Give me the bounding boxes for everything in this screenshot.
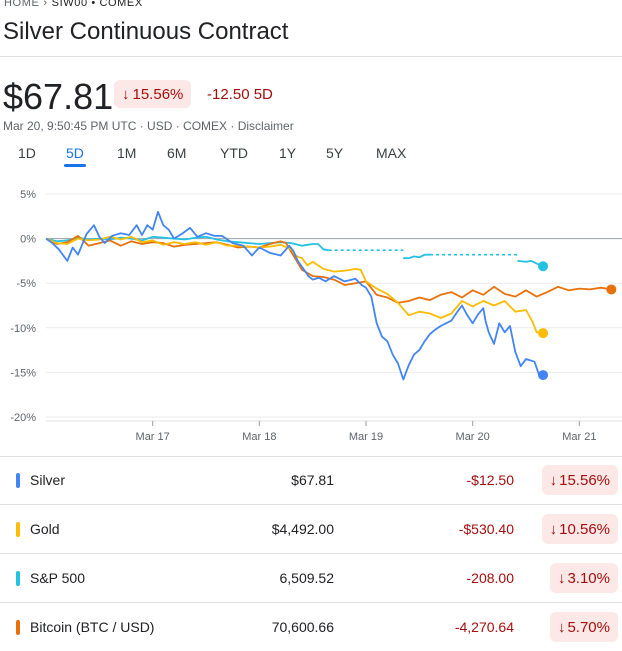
x-tick-label: Mar 18 [242, 431, 276, 443]
legend-change: -208.00 [466, 570, 514, 586]
price-meta: Mar 20, 9:50:45 PM UTC · USD · COMEX · D… [3, 119, 294, 133]
bitcoin-swatch [16, 620, 20, 635]
silver-line [45, 210, 544, 381]
tab-1d[interactable]: 1D [18, 145, 36, 161]
breadcrumb: HOME › SIW00 • COMEX [4, 0, 143, 9]
tab-6m[interactable]: 6M [167, 145, 187, 161]
change-percent-badge: ↓ 15.56% [114, 80, 192, 108]
change-percent: 15.56% [132, 85, 184, 103]
tab-5d[interactable]: 5D [64, 145, 86, 167]
page-title: Silver Continuous Contract [3, 18, 289, 45]
legend-percent-badge: ↓ 5.70% [549, 612, 618, 642]
s-p-500-line-segment [403, 253, 430, 260]
legend-percent-badge: ↓ 3.10% [549, 563, 618, 593]
legend-change: -4,270.64 [454, 619, 514, 635]
y-tick-label: -20% [10, 412, 36, 424]
legend-row-gold[interactable]: Gold $4,492.00 -$530.40 ↓ 10.56% [0, 505, 622, 553]
silver-swatch [16, 473, 20, 488]
arrow-down-icon: ↓ [549, 520, 558, 538]
gold-line [45, 235, 544, 335]
legend-percent: 3.10% [567, 569, 610, 587]
legend-divider [0, 602, 622, 603]
silver-end-point [538, 370, 549, 381]
tab-ytd[interactable]: YTD [220, 145, 248, 161]
header-divider [0, 56, 622, 57]
x-tick-label: Mar 19 [349, 431, 383, 443]
legend-row-bitcoin[interactable]: Bitcoin (BTC / USD) 70,600.66 -4,270.64 … [0, 603, 622, 651]
sp500-swatch [16, 571, 20, 586]
arrow-down-icon: ↓ [557, 569, 566, 587]
legend-row-sp500[interactable]: S&P 500 6,509.52 -208.00 ↓ 3.10% [0, 554, 622, 602]
legend-percent-badge: ↓ 15.56% [541, 465, 618, 495]
y-tick-label: -10% [10, 323, 36, 335]
breadcrumb-symbol: SIW00 • COMEX [51, 0, 143, 9]
legend-percent-badge: ↓ 10.56% [541, 514, 618, 544]
gold-end-point [538, 328, 549, 339]
current-price: $67.81 [3, 76, 114, 117]
tab-1m[interactable]: 1M [117, 145, 137, 161]
arrow-down-icon: ↓ [557, 618, 566, 636]
x-tick-label: Mar 20 [456, 431, 490, 443]
legend-percent: 15.56% [559, 471, 610, 489]
tab-1y[interactable]: 1Y [279, 145, 297, 161]
x-tick-label: Mar 17 [136, 431, 170, 443]
legend-change: -$12.50 [466, 472, 514, 488]
legend-change: -$530.40 [458, 521, 514, 537]
legend-value: $67.81 [291, 472, 334, 488]
y-tick-label: 5% [20, 189, 36, 201]
arrow-down-icon: ↓ [549, 471, 558, 489]
legend-name: Gold [30, 521, 60, 537]
x-tick-label: Mar 21 [562, 431, 596, 443]
legend-percent: 10.56% [559, 520, 610, 538]
legend-row-silver[interactable]: Silver $67.81 -$12.50 ↓ 15.56% [0, 456, 622, 504]
breadcrumb-home[interactable]: HOME [4, 0, 40, 9]
y-tick-label: -15% [10, 367, 36, 379]
legend-value: 70,600.66 [271, 619, 334, 635]
legend-value: $4,492.00 [271, 521, 334, 537]
y-tick-label: -5% [16, 278, 36, 290]
legend-name: Silver [30, 472, 66, 488]
arrow-down-icon: ↓ [122, 85, 130, 103]
comparison-chart[interactable]: 5% 0% -5% -10% -15% -20% Mar 17 Mar 18 Mar 19 Mar… [0, 180, 622, 450]
legend-name: Bitcoin (BTC / USD) [30, 619, 155, 635]
chevron-right-icon: › [43, 0, 48, 9]
gold-swatch [16, 522, 20, 537]
s-p-500-end-point [538, 261, 549, 272]
change-absolute: -12.50 5D [207, 86, 273, 103]
bitcoin-btc-usd-line [45, 235, 612, 304]
legend-value: 6,509.52 [279, 570, 335, 586]
legend-top-divider [0, 456, 622, 457]
y-tick-label: 0% [20, 234, 36, 246]
tab-5y[interactable]: 5Y [326, 145, 344, 161]
tab-max[interactable]: MAX [376, 145, 407, 161]
legend-divider [0, 504, 622, 505]
legend-percent: 5.70% [567, 618, 610, 636]
legend-name: S&P 500 [30, 570, 86, 586]
bitcoin-btc-usd-end-point [606, 284, 617, 295]
legend-divider [0, 553, 622, 554]
